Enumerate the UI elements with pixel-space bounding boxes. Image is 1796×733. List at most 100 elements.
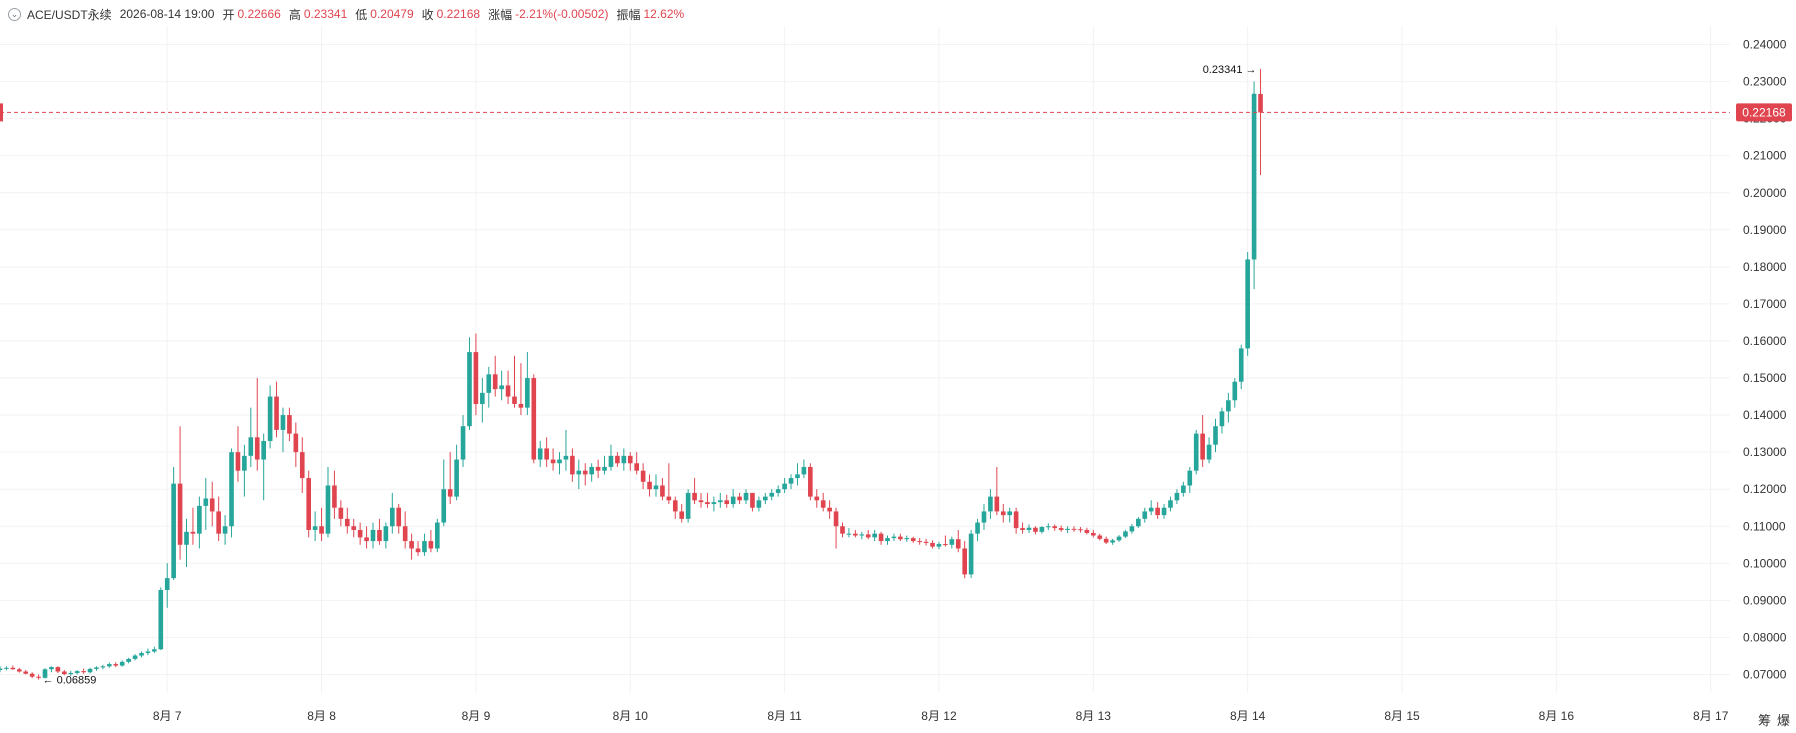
candle-up xyxy=(152,649,157,652)
candle-up xyxy=(589,466,594,475)
candle-up xyxy=(1219,411,1225,427)
datetime-label: 2026-08-14 19:00 xyxy=(119,7,215,21)
candle-up xyxy=(775,489,781,493)
candle-up xyxy=(981,511,987,523)
y-tick-label: 0.14000 xyxy=(1743,408,1787,422)
candle-down xyxy=(698,500,704,503)
candle-up xyxy=(100,666,106,668)
candle-down xyxy=(447,489,453,497)
open-label: 开 xyxy=(222,7,235,22)
candle-down xyxy=(1058,528,1064,530)
candle-down xyxy=(409,541,414,549)
candle-up xyxy=(949,539,955,545)
candle-up xyxy=(280,415,286,430)
high-annotation: 0.23341 → xyxy=(1203,64,1257,76)
x-tick-label: 8月 7 xyxy=(153,709,182,723)
candle-up xyxy=(602,466,607,471)
low-label: 低 xyxy=(355,7,368,22)
candle-down xyxy=(209,498,215,512)
candle-up xyxy=(557,459,562,464)
candle-down xyxy=(338,507,344,519)
candle-down xyxy=(473,352,479,404)
candle-up xyxy=(370,529,376,542)
candle-up xyxy=(904,538,910,540)
candle-up xyxy=(1174,492,1180,501)
candle-down xyxy=(724,500,730,505)
candle-down xyxy=(319,526,324,534)
candle-up xyxy=(763,496,768,501)
candle-down xyxy=(1200,433,1205,460)
candle-up xyxy=(859,534,865,536)
candle-down xyxy=(1103,538,1109,543)
candle-down xyxy=(377,529,382,542)
candle-up xyxy=(1123,531,1128,537)
candle-up xyxy=(486,374,492,393)
y-tick-label: 0.16000 xyxy=(1743,334,1787,348)
candle-down xyxy=(10,667,16,670)
amplitude-label: 振幅 xyxy=(616,7,641,22)
candle-down xyxy=(190,531,196,534)
candle-down xyxy=(81,671,86,673)
candle-down xyxy=(23,671,29,674)
candle-down xyxy=(1013,511,1019,529)
candle-down xyxy=(955,539,961,549)
candle-up xyxy=(74,671,80,673)
close-value: 0.22168 xyxy=(436,7,481,21)
candle-down xyxy=(865,534,871,538)
candle-up xyxy=(1116,536,1122,541)
y-tick-label: 0.21000 xyxy=(1743,149,1787,163)
candle-down xyxy=(1033,527,1038,532)
x-tick-label: 8月 17 xyxy=(1693,709,1729,723)
candle-down xyxy=(177,483,183,545)
candle-down xyxy=(615,455,620,464)
candle-up xyxy=(441,489,447,523)
candle-down xyxy=(61,671,67,675)
candle-down xyxy=(402,526,408,542)
liquidation-button[interactable]: 爆 xyxy=(1776,713,1790,728)
symbol-label: ACE/USDT永续 xyxy=(27,7,112,22)
candle-down xyxy=(1078,529,1083,531)
candle-up xyxy=(1129,526,1135,532)
last-price-text: 0.22168 xyxy=(1742,105,1786,119)
candle-down xyxy=(518,403,524,408)
candle-up xyxy=(975,522,980,534)
amplitude-value: 12.62% xyxy=(643,7,685,21)
candle-up xyxy=(968,533,974,575)
candle-down xyxy=(994,496,1000,512)
candle-up xyxy=(119,661,125,666)
x-tick-label: 8月 12 xyxy=(921,709,957,723)
candle-up xyxy=(621,455,627,464)
candle-up xyxy=(389,507,395,527)
ohlc-legend: ⌄ ACE/USDT永续 2026-08-14 19:00 开 0.22666 … xyxy=(8,5,692,23)
candle-up xyxy=(68,672,74,675)
candle-up xyxy=(685,492,691,519)
candle-up xyxy=(1193,433,1199,471)
candle-down xyxy=(808,466,813,497)
candle-up xyxy=(42,669,48,678)
y-tick-label: 0.24000 xyxy=(1743,38,1787,52)
y-tick-label: 0.12000 xyxy=(1743,482,1787,496)
candle-down xyxy=(505,385,511,397)
candle-up xyxy=(171,483,176,579)
candle-up xyxy=(0,668,3,671)
candle-down xyxy=(29,673,35,677)
y-tick-label: 0.15000 xyxy=(1743,371,1787,385)
candle-up xyxy=(460,426,466,460)
candle-down xyxy=(923,541,929,543)
candle-down xyxy=(235,452,241,471)
x-tick-label: 8月 15 xyxy=(1384,709,1420,723)
candle-up xyxy=(126,658,131,662)
chip-distribution-button[interactable]: 筹 xyxy=(1757,713,1771,728)
candle-up xyxy=(222,526,228,534)
candle-up xyxy=(1238,348,1244,382)
candle-down xyxy=(820,500,826,508)
high-label: 高 xyxy=(288,7,301,22)
candle-down xyxy=(750,492,755,508)
side-tools: 筹 爆 xyxy=(1758,710,1790,729)
candle-up xyxy=(1026,527,1032,530)
candle-down xyxy=(216,511,221,534)
candle-up xyxy=(769,492,775,497)
candle-up xyxy=(1142,511,1148,519)
collapse-icon[interactable]: ⌄ xyxy=(8,7,21,21)
